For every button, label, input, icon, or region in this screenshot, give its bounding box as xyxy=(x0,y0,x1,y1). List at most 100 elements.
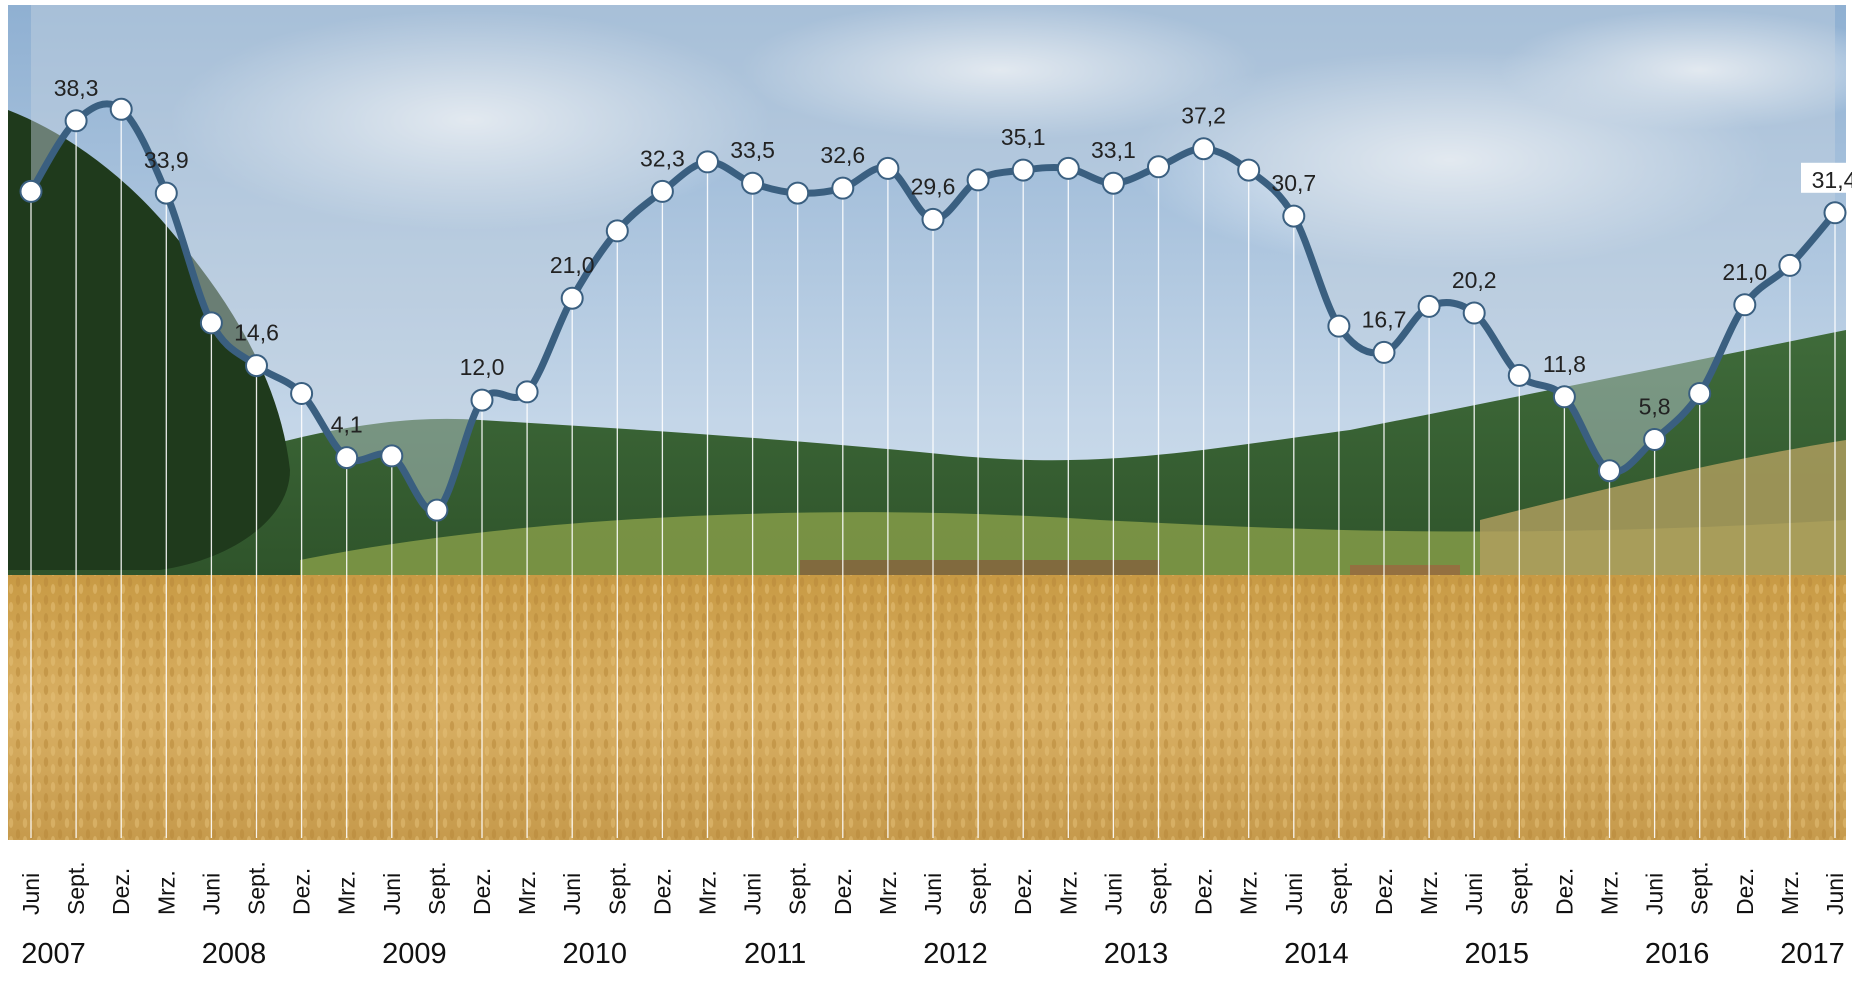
data-label-10: 12,0 xyxy=(460,354,505,380)
data-point-9 xyxy=(425,498,449,522)
x-tick-label-35: Mrz. xyxy=(1597,870,1623,915)
x-tick-label-28: Juni xyxy=(1281,873,1307,915)
data-label-12: 21,0 xyxy=(550,252,595,278)
data-point-30 xyxy=(1372,340,1396,364)
data-point-24 xyxy=(1101,171,1125,195)
x-axis-band xyxy=(0,840,1852,986)
year-label-2014: 2014 xyxy=(1284,938,1349,970)
series-line xyxy=(27,100,1839,515)
x-tick-label-20: Juni xyxy=(920,873,946,915)
x-tick-label-3: Mrz. xyxy=(153,870,179,915)
year-label-2009: 2009 xyxy=(382,938,447,970)
data-point-3 xyxy=(154,181,178,205)
x-tick-label-2: Dez. xyxy=(108,868,134,915)
data-point-33 xyxy=(1507,363,1531,387)
data-point-10 xyxy=(470,388,494,412)
data-point-29 xyxy=(1327,314,1351,338)
data-label-5: 14,6 xyxy=(234,320,279,346)
data-label-18: 32,6 xyxy=(820,142,865,168)
data-point-17 xyxy=(786,181,810,205)
data-point-18 xyxy=(831,176,855,200)
year-label-2008: 2008 xyxy=(202,938,267,970)
x-tick-label-38: Dez. xyxy=(1732,868,1758,915)
background-photo xyxy=(8,0,1852,840)
data-label-1: 38,3 xyxy=(54,75,99,101)
data-point-22 xyxy=(1011,158,1035,182)
data-point-11 xyxy=(515,380,539,404)
data-point-35 xyxy=(1598,459,1621,483)
series-area xyxy=(31,5,1835,512)
data-label-28: 30,7 xyxy=(1271,170,1316,196)
data-point-34 xyxy=(1552,385,1576,409)
x-tick-label-36: Juni xyxy=(1642,873,1668,915)
x-tick-label-10: Dez. xyxy=(469,868,495,915)
x-tick-label-26: Dez. xyxy=(1191,868,1217,915)
data-point-14 xyxy=(650,179,674,203)
data-label-3: 33,9 xyxy=(144,147,189,173)
data-label-26: 37,2 xyxy=(1181,103,1226,129)
year-label-2010: 2010 xyxy=(562,938,627,970)
data-point-38 xyxy=(1733,293,1757,317)
x-tick-label-27: Mrz. xyxy=(1236,870,1262,915)
x-tick-label-15: Mrz. xyxy=(695,870,721,915)
data-point-31 xyxy=(1417,294,1441,318)
x-tick-label-6: Dez. xyxy=(289,868,315,915)
x-tick-label-13: Sept. xyxy=(604,861,630,915)
x-tick-label-24: Juni xyxy=(1100,873,1126,915)
data-label-bg-40 xyxy=(1801,162,1852,193)
data-label-40: 31,4 xyxy=(1812,167,1852,193)
x-tick-label-33: Sept. xyxy=(1506,861,1532,915)
data-point-4 xyxy=(199,311,223,335)
x-tick-label-16: Juni xyxy=(740,873,766,915)
x-tick-label-18: Dez. xyxy=(830,868,856,915)
x-tick-label-1: Sept. xyxy=(63,861,89,915)
data-label-24: 33,1 xyxy=(1091,137,1136,163)
x-tick-label-25: Sept. xyxy=(1146,861,1172,915)
data-point-1 xyxy=(64,109,88,133)
data-point-23 xyxy=(1056,156,1080,180)
data-label-38: 21,0 xyxy=(1722,259,1767,285)
x-tick-label-12: Juni xyxy=(559,873,585,915)
x-tick-label-14: Dez. xyxy=(649,868,675,915)
x-tick-label-29: Sept. xyxy=(1326,861,1352,915)
data-point-26 xyxy=(1192,137,1216,161)
x-tick-label-23: Mrz. xyxy=(1055,870,1081,915)
year-label-2011: 2011 xyxy=(744,938,806,970)
year-label-2007: 2007 xyxy=(21,938,86,970)
x-tick-label-5: Sept. xyxy=(244,861,270,915)
data-label-22: 35,1 xyxy=(1001,124,1046,150)
data-point-15 xyxy=(696,150,719,174)
data-label-20: 29,6 xyxy=(911,173,956,199)
data-label-32: 20,2 xyxy=(1452,267,1497,293)
data-point-0 xyxy=(19,179,43,203)
data-point-27 xyxy=(1237,158,1261,182)
data-point-40 xyxy=(1823,201,1847,225)
x-tick-label-22: Dez. xyxy=(1010,868,1036,915)
data-point-28 xyxy=(1282,204,1306,228)
data-label-34: 11,8 xyxy=(1543,351,1586,377)
data-point-19 xyxy=(876,156,900,180)
x-tick-label-30: Dez. xyxy=(1371,868,1397,915)
data-point-21 xyxy=(966,168,990,192)
data-point-16 xyxy=(741,171,765,195)
data-point-2 xyxy=(109,97,133,121)
year-label-2012: 2012 xyxy=(923,938,988,970)
x-tick-label-17: Sept. xyxy=(785,861,811,915)
data-label-36: 5,8 xyxy=(1639,394,1671,420)
data-label-7: 4,1 xyxy=(331,412,363,438)
data-point-20 xyxy=(921,207,945,231)
data-label-16: 33,5 xyxy=(730,137,775,163)
x-tick-label-31: Mrz. xyxy=(1416,870,1442,915)
data-label-30: 16,7 xyxy=(1362,306,1407,332)
year-label-2017: 2017 xyxy=(1780,938,1845,970)
data-point-5 xyxy=(245,354,268,378)
x-tick-label-34: Dez. xyxy=(1551,868,1577,915)
data-point-25 xyxy=(1147,155,1170,179)
x-tick-label-37: Sept. xyxy=(1687,861,1713,915)
data-label-14: 32,3 xyxy=(640,145,685,171)
data-point-12 xyxy=(560,286,584,310)
x-tick-label-9: Sept. xyxy=(424,861,450,915)
x-tick-label-39: Mrz. xyxy=(1777,870,1803,915)
data-point-36 xyxy=(1643,428,1667,451)
x-tick-label-32: Juni xyxy=(1461,873,1487,915)
